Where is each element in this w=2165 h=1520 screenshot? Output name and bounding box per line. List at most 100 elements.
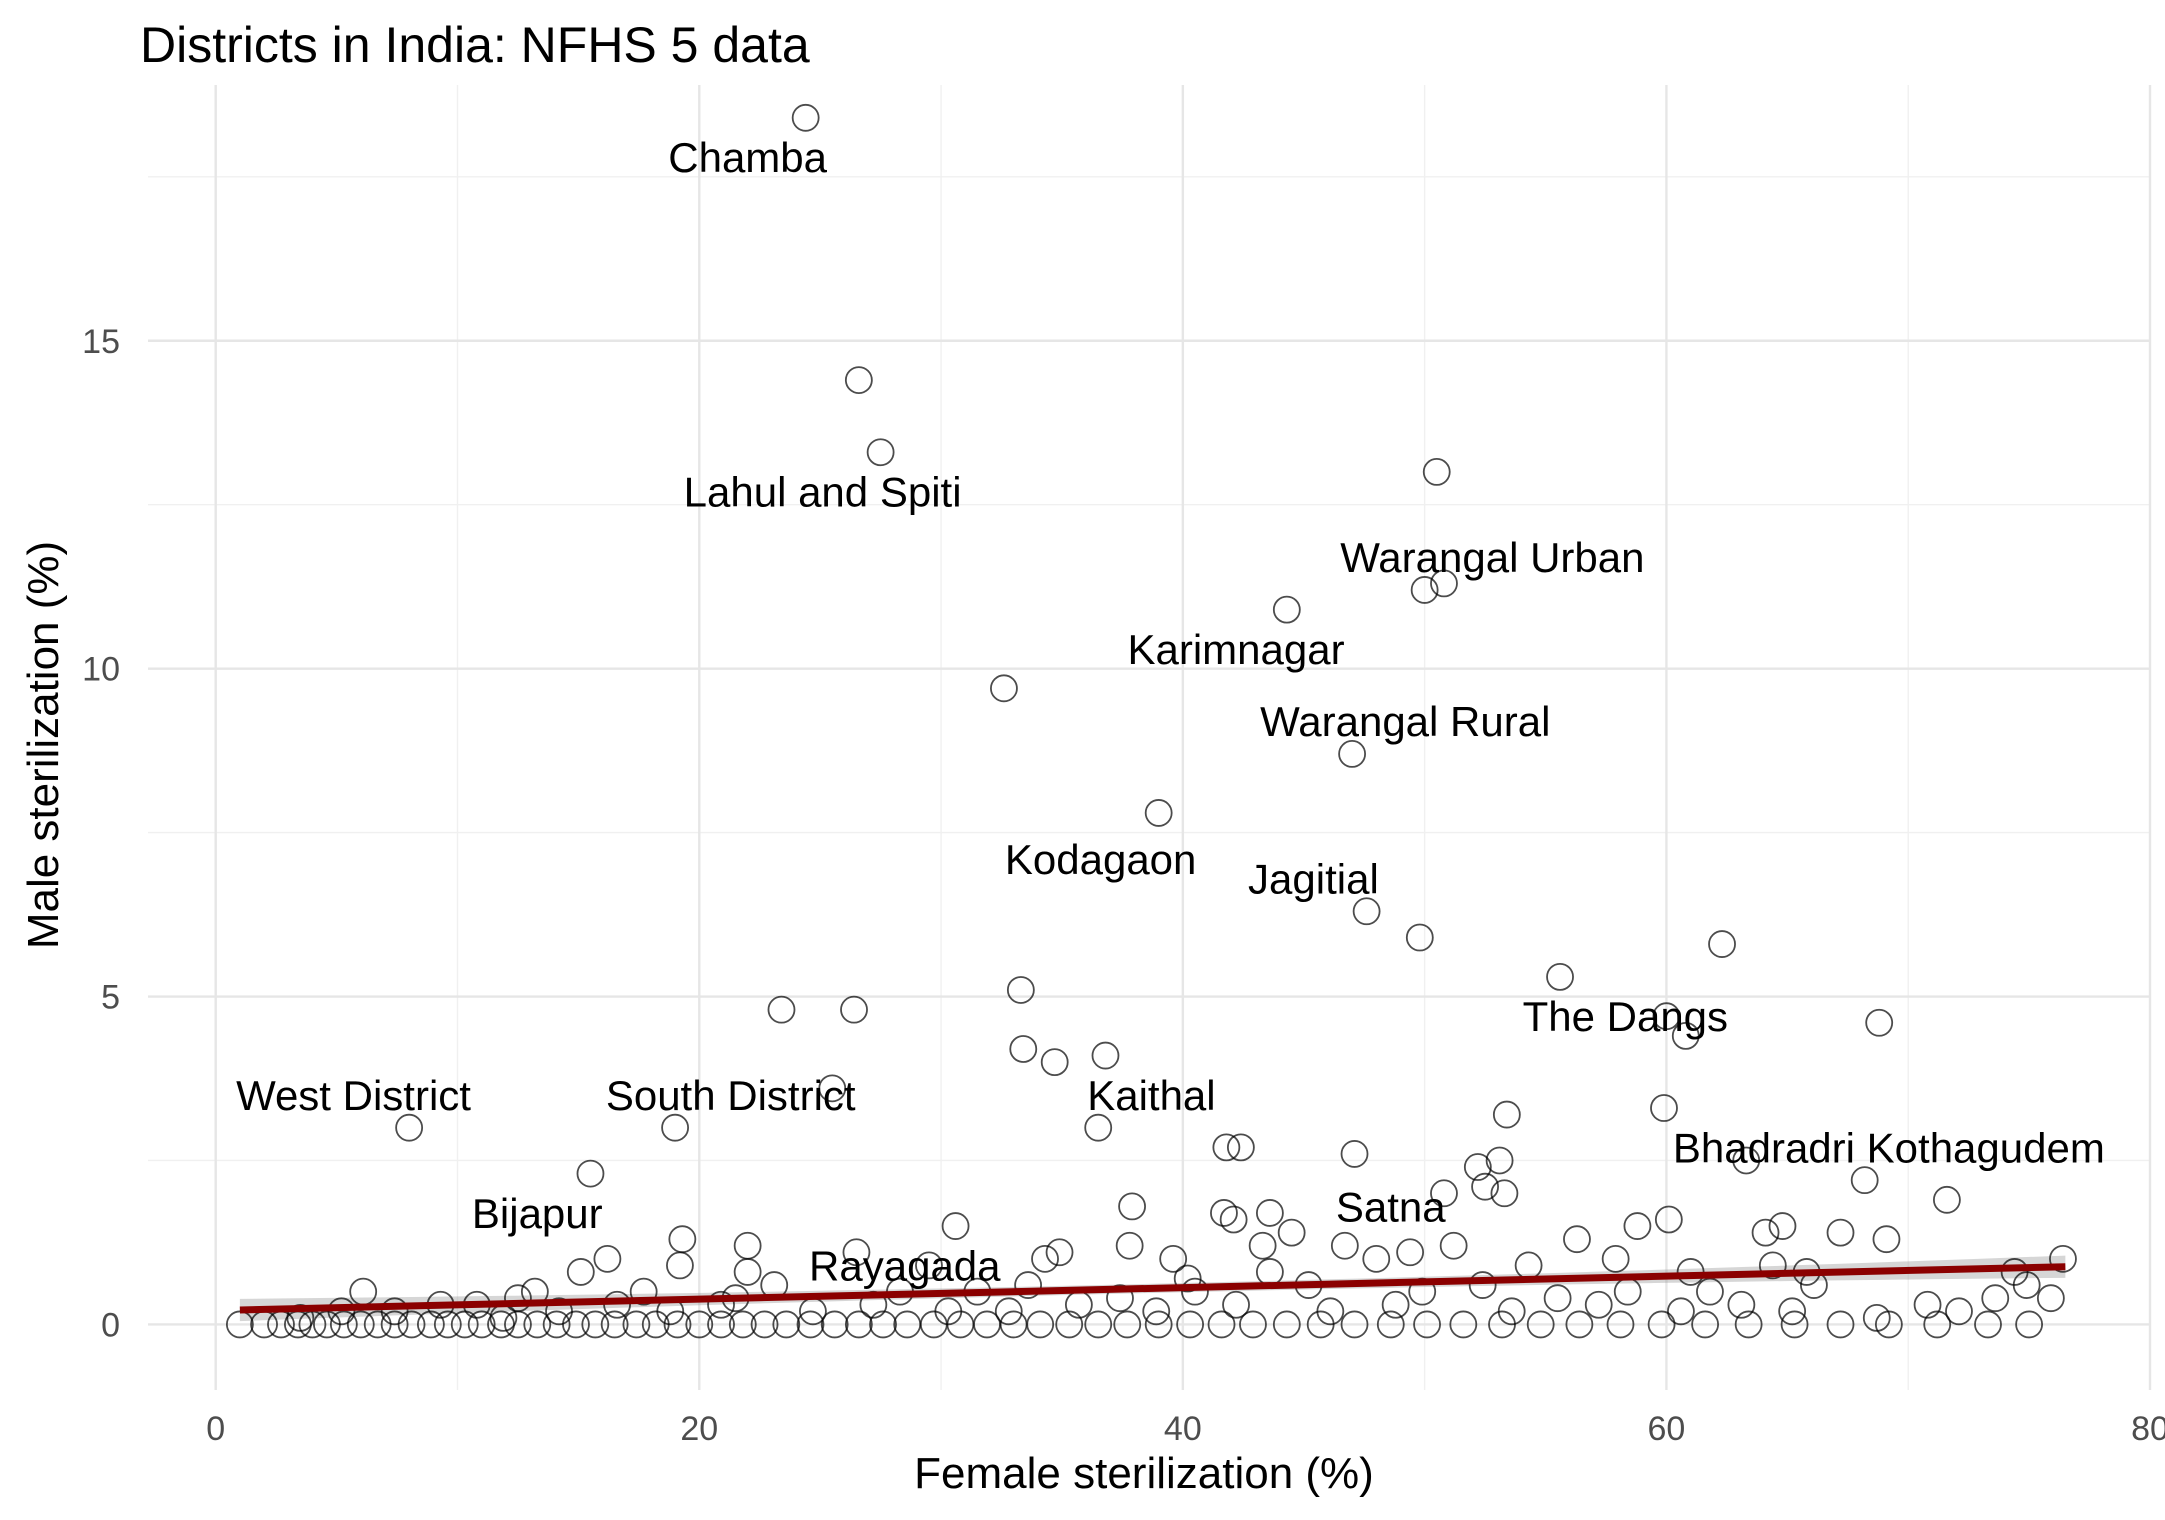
data-point bbox=[2015, 1310, 2044, 1339]
data-point bbox=[1181, 1277, 1209, 1306]
point-label: Bijapur bbox=[472, 1190, 603, 1237]
data-point bbox=[1219, 1205, 1248, 1234]
data-point bbox=[1492, 1100, 1521, 1129]
data-point bbox=[1026, 1310, 1055, 1339]
data-point bbox=[450, 1310, 479, 1339]
data-point bbox=[1923, 1310, 1952, 1339]
data-point bbox=[1009, 1035, 1038, 1063]
data-point bbox=[593, 1244, 622, 1273]
data-point bbox=[1055, 1310, 1084, 1339]
data-point bbox=[2012, 1271, 2041, 1299]
data-point bbox=[629, 1277, 658, 1306]
x-tick-label: 60 bbox=[1648, 1410, 1686, 1448]
data-point bbox=[1778, 1297, 1807, 1326]
data-point bbox=[1623, 1212, 1652, 1240]
data-point bbox=[990, 674, 1018, 703]
data-point bbox=[733, 1258, 762, 1286]
data-point bbox=[661, 1113, 689, 1142]
data-point bbox=[820, 1310, 849, 1339]
data-point bbox=[1439, 1231, 1468, 1260]
fit-line-layer bbox=[239, 1263, 2066, 1314]
data-point bbox=[1084, 1310, 1113, 1339]
data-point bbox=[504, 1310, 532, 1339]
point-label: West District bbox=[236, 1072, 471, 1119]
data-point bbox=[1708, 930, 1736, 958]
data-point bbox=[796, 1310, 825, 1339]
data-point bbox=[1850, 1166, 1879, 1195]
data-point bbox=[1084, 1113, 1113, 1142]
data-point bbox=[1768, 1212, 1797, 1240]
data-point bbox=[1468, 1271, 1497, 1299]
data-point bbox=[707, 1290, 735, 1319]
data-point bbox=[2036, 1284, 2065, 1313]
data-point bbox=[1210, 1199, 1238, 1227]
x-tick-label: 40 bbox=[1164, 1410, 1202, 1448]
data-point bbox=[869, 1310, 897, 1339]
y-tick-label: 0 bbox=[101, 1306, 120, 1344]
x-tick-label: 20 bbox=[680, 1410, 718, 1448]
data-point bbox=[1826, 1310, 1855, 1339]
data-point bbox=[1277, 1218, 1306, 1247]
data-point bbox=[1691, 1310, 1720, 1339]
data-point bbox=[1485, 1146, 1514, 1175]
data-point bbox=[1272, 595, 1301, 624]
y-tick-labels: 0 5 10 15 bbox=[82, 323, 120, 1345]
data-point bbox=[1006, 976, 1035, 1004]
data-point bbox=[1176, 1310, 1205, 1339]
data-point bbox=[1696, 1277, 1724, 1306]
data-point bbox=[685, 1310, 714, 1339]
data-point bbox=[576, 1159, 605, 1188]
data-point bbox=[750, 1310, 779, 1339]
data-point bbox=[1014, 1271, 1043, 1299]
data-point bbox=[416, 1310, 445, 1339]
data-point bbox=[467, 1310, 496, 1339]
data-point bbox=[842, 1238, 871, 1267]
data-point bbox=[1932, 1185, 1961, 1214]
data-point bbox=[767, 995, 796, 1024]
data-point bbox=[1106, 1284, 1134, 1313]
data-point bbox=[1974, 1310, 2002, 1339]
data-point bbox=[1565, 1310, 1594, 1339]
x-tick-label: 0 bbox=[206, 1410, 225, 1448]
point-label: Warangal Urban bbox=[1340, 534, 1644, 581]
data-point bbox=[1144, 1310, 1173, 1339]
gridlines bbox=[148, 85, 2152, 1390]
data-point bbox=[1671, 1021, 1700, 1050]
data-point bbox=[1543, 1284, 1572, 1313]
data-point bbox=[1173, 1264, 1202, 1293]
data-point bbox=[1115, 1231, 1144, 1260]
data-point bbox=[523, 1310, 552, 1339]
point-label: Jagitial bbox=[1248, 855, 1379, 902]
data-point bbox=[433, 1310, 462, 1339]
data-point bbox=[363, 1310, 392, 1339]
y-tick-label: 15 bbox=[82, 323, 120, 361]
data-point bbox=[1546, 962, 1574, 991]
data-point bbox=[1471, 1172, 1499, 1201]
data-point bbox=[1780, 1310, 1809, 1339]
data-point bbox=[1981, 1284, 2010, 1313]
data-point bbox=[663, 1310, 692, 1339]
chart-title: Districts in India: NFHS 5 data bbox=[140, 17, 810, 73]
point-label: Kodagaon bbox=[1005, 836, 1197, 883]
data-point bbox=[1352, 897, 1381, 926]
data-point bbox=[1410, 576, 1439, 604]
data-point bbox=[581, 1310, 610, 1339]
data-point bbox=[1142, 1297, 1171, 1326]
data-point bbox=[1413, 1310, 1441, 1339]
data-point bbox=[1396, 1238, 1425, 1267]
data-point bbox=[1255, 1199, 1284, 1227]
point-label: Warangal Rural bbox=[1260, 698, 1550, 745]
point-label: Karimnagar bbox=[1127, 626, 1344, 673]
data-point bbox=[1340, 1140, 1369, 1168]
data-point bbox=[1430, 1179, 1458, 1208]
data-point bbox=[1652, 1002, 1681, 1031]
data-point bbox=[1430, 569, 1458, 598]
data-point bbox=[1601, 1244, 1630, 1273]
data-point bbox=[1667, 1297, 1695, 1326]
data-point bbox=[1488, 1310, 1516, 1339]
data-point bbox=[840, 995, 868, 1024]
data-point bbox=[1606, 1310, 1635, 1339]
data-point bbox=[1734, 1310, 1763, 1339]
data-point bbox=[866, 438, 895, 467]
